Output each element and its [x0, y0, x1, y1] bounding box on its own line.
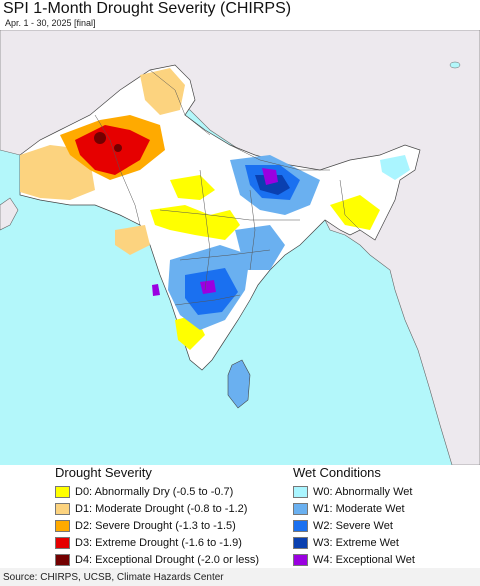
w4-area-east [262, 168, 278, 185]
legend-label-w2: W2: Severe Wet [313, 519, 393, 532]
d0-area-central [150, 205, 240, 240]
swatch-d3 [55, 536, 70, 549]
lake [449, 61, 461, 69]
drought-map [0, 30, 480, 465]
map-subtitle: Apr. 1 - 30, 2025 [final] [5, 18, 96, 28]
legend-label-d3: D3: Extreme Drought (-1.6 to -1.9) [75, 536, 242, 549]
legend-label-w3: W3: Extreme Wet [313, 536, 399, 549]
legend-item-d1: D1: Moderate Drought (-0.8 to -1.2) [55, 501, 247, 516]
legend-item-w1: W1: Moderate Wet [293, 501, 405, 516]
swatch-d4 [55, 553, 70, 566]
swatch-w2 [293, 519, 308, 532]
w4-area-south [200, 280, 216, 294]
source-credit: Source: CHIRPS, UCSB, Climate Hazards Ce… [3, 572, 224, 583]
d0-area-east [330, 195, 380, 230]
d1-area-north [140, 68, 185, 115]
legend-item-w2: W2: Severe Wet [293, 518, 393, 533]
legend-item-d4: D4: Exceptional Drought (-2.0 or less) [55, 552, 259, 567]
legend-item-d2: D2: Severe Drought (-1.3 to -1.5) [55, 518, 236, 533]
sri-lanka [227, 359, 251, 409]
legend-label-w1: W1: Moderate Wet [313, 502, 405, 515]
d4-spot-2 [114, 144, 122, 152]
legend-label-w4: W4: Exceptional Wet [313, 553, 415, 566]
internal-borders [94, 69, 361, 306]
swatch-w0 [293, 485, 308, 498]
swatch-w4 [293, 553, 308, 566]
footer: Source: CHIRPS, UCSB, Climate Hazards Ce… [0, 568, 480, 586]
w4-area-west-coast [152, 284, 160, 296]
d3-area-core [75, 125, 150, 175]
legend-item-w3: W3: Extreme Wet [293, 535, 399, 550]
land-oman [0, 197, 19, 231]
legend-item-w4: W4: Exceptional Wet [293, 552, 415, 567]
legend-item-d3: D3: Extreme Drought (-1.6 to -1.9) [55, 535, 242, 550]
swatch-d0 [55, 485, 70, 498]
d0-area-northcentral [170, 175, 215, 200]
swatch-w3 [293, 536, 308, 549]
d4-spot-1 [94, 132, 106, 144]
w0-area-northeast [380, 155, 410, 180]
legend-label-d0: D0: Abnormally Dry (-0.5 to -0.7) [75, 485, 234, 498]
legend-label-d4: D4: Exceptional Drought (-2.0 or less) [75, 553, 260, 566]
legend-label-d2: D2: Severe Drought (-1.3 to -1.5) [75, 519, 236, 532]
legend-label-w0: W0: Abnormally Wet [313, 485, 413, 498]
legend: Drought Severity D0: Abnormally Dry (-0.… [0, 465, 480, 568]
legend-item-w0: W0: Abnormally Wet [293, 484, 412, 499]
legend-label-d1: D1: Moderate Drought (-0.8 to -1.2) [75, 502, 248, 515]
map-canvas [0, 30, 480, 465]
w1-area-central [235, 225, 285, 270]
d1-area-central [115, 225, 150, 255]
legend-item-d0: D0: Abnormally Dry (-0.5 to -0.7) [55, 484, 233, 499]
drought-legend-title: Drought Severity [55, 465, 152, 480]
map-title: SPI 1-Month Drought Severity (CHIRPS) [3, 0, 292, 17]
swatch-w1 [293, 502, 308, 515]
wet-legend-title: Wet Conditions [293, 465, 381, 480]
w3-area-east [255, 175, 290, 195]
swatch-d2 [55, 519, 70, 532]
map-header: SPI 1-Month Drought Severity (CHIRPS) Ap… [0, 0, 480, 30]
swatch-d1 [55, 502, 70, 515]
